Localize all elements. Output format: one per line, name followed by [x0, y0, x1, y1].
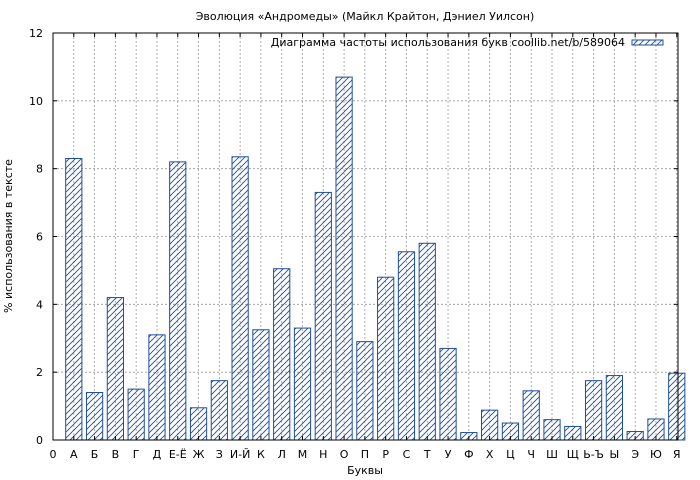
- x-tick-label: Ю: [650, 448, 662, 461]
- x-tick-label: Ф: [464, 448, 473, 461]
- grid: [53, 33, 678, 440]
- y-tick-label: 2: [36, 366, 43, 379]
- y-tick-label: 10: [29, 95, 43, 108]
- x-tick-label: Ч: [527, 448, 535, 461]
- x-tick-label: М: [298, 448, 308, 461]
- x-tick-label: Ц: [506, 448, 515, 461]
- bar-Ь-Ъ: [584, 380, 603, 441]
- bar-Я: [668, 372, 686, 441]
- x-tick-label: Ы: [610, 448, 620, 461]
- x-tick-label: Ж: [193, 448, 205, 461]
- bar-П: [356, 341, 374, 441]
- x-tick-label: Щ: [567, 448, 579, 461]
- bar-Б: [85, 392, 104, 441]
- bar-О: [335, 76, 353, 441]
- x-tick-label: Т: [423, 448, 431, 461]
- x-tick-label: З: [216, 448, 223, 461]
- y-tick-label: 8: [36, 163, 43, 176]
- bar-Р: [377, 276, 395, 441]
- y-tick-label: 6: [36, 231, 43, 244]
- bar-Ы: [605, 375, 623, 441]
- x-tick-label: Б: [91, 448, 99, 461]
- x-tick-label: Н: [319, 448, 327, 461]
- x-tick-label: У: [445, 448, 452, 461]
- x-tick-label: П: [361, 448, 369, 461]
- bar-С: [397, 251, 416, 441]
- bar-Е-Ё: [169, 161, 187, 441]
- bar-Т: [418, 242, 436, 441]
- x-tick-label: Ш: [546, 448, 558, 461]
- x-tick-label: Г: [133, 448, 140, 461]
- legend-label: Диаграмма частоты использования букв coo…: [271, 36, 625, 49]
- y-tick-label: 12: [29, 27, 43, 40]
- x-tick-label: Ь-Ъ: [583, 448, 604, 461]
- x-tick-label: О: [340, 448, 349, 461]
- x-tick-label: Е-Ё: [169, 448, 187, 461]
- x-tick-label: Л: [278, 448, 286, 461]
- x-axis-label: Буквы: [347, 464, 383, 477]
- x-tick-label: В: [112, 448, 120, 461]
- bar-Н: [314, 191, 332, 441]
- x-tick-label: И-Й: [230, 448, 250, 461]
- y-tick-label: 0: [36, 434, 43, 447]
- x-tick-label: Д: [153, 448, 162, 461]
- bar-Д: [148, 334, 166, 441]
- bar-У: [439, 347, 457, 441]
- bar-К: [252, 329, 270, 441]
- x-tick-label: К: [257, 448, 265, 461]
- bar-Л: [273, 268, 291, 441]
- bar-Ж: [189, 407, 208, 441]
- x-tick-label-origin: 0: [50, 448, 57, 461]
- bar-А: [65, 157, 83, 441]
- legend-swatch: [631, 39, 664, 46]
- bar-Х: [481, 409, 499, 441]
- x-tick-label: С: [403, 448, 411, 461]
- bars: [65, 76, 686, 441]
- bar-Г: [127, 388, 145, 441]
- bar-В: [106, 297, 124, 441]
- bar-И-Й: [231, 156, 249, 441]
- chart-title: Эволюция «Андромеды» (Майкл Крайтон, Дэн…: [196, 10, 535, 23]
- bar-Ч: [522, 390, 540, 441]
- x-tick-label: Р: [382, 448, 389, 461]
- x-tick-label: Я: [673, 448, 681, 461]
- y-tick-label: 4: [36, 298, 43, 311]
- bar-З: [210, 380, 228, 441]
- x-tick-label: Э: [631, 448, 639, 461]
- bar-М: [293, 327, 312, 441]
- legend: Диаграмма частоты использования букв coo…: [271, 36, 664, 49]
- x-tick-label: А: [70, 448, 78, 461]
- y-axis-label: % использования в тексте: [2, 159, 15, 313]
- x-tick-label: Х: [486, 448, 494, 461]
